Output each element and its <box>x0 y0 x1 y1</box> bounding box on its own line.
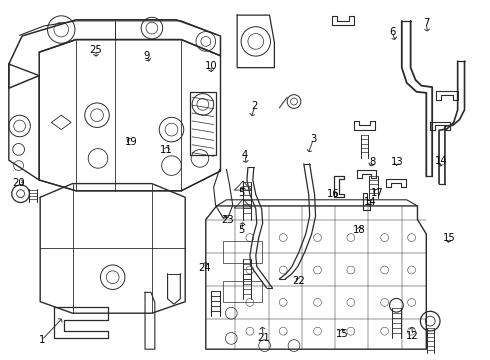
Text: 14: 14 <box>364 197 377 207</box>
Text: 4: 4 <box>242 150 248 160</box>
Text: 13: 13 <box>391 157 403 167</box>
Text: 16: 16 <box>327 189 340 199</box>
Text: 19: 19 <box>125 137 138 147</box>
Bar <box>223 281 262 302</box>
Text: 9: 9 <box>144 51 150 61</box>
Text: 1: 1 <box>38 335 45 345</box>
Text: 6: 6 <box>389 27 395 37</box>
Text: 25: 25 <box>90 45 102 55</box>
Text: 24: 24 <box>198 263 211 273</box>
Text: 11: 11 <box>160 145 173 156</box>
Text: 8: 8 <box>369 157 375 167</box>
Text: 15: 15 <box>336 329 348 339</box>
Text: 2: 2 <box>251 101 258 111</box>
Text: 5: 5 <box>238 188 245 198</box>
Text: 5: 5 <box>238 225 245 235</box>
Text: 12: 12 <box>406 330 419 341</box>
Text: 20: 20 <box>12 178 25 188</box>
Text: 3: 3 <box>311 134 317 144</box>
Text: 23: 23 <box>221 215 234 225</box>
Bar <box>223 241 262 263</box>
Text: 10: 10 <box>204 60 217 71</box>
Text: 21: 21 <box>257 333 270 343</box>
Text: 15: 15 <box>442 233 455 243</box>
Text: 18: 18 <box>353 225 366 235</box>
Text: 17: 17 <box>371 188 384 198</box>
Text: 22: 22 <box>293 276 305 286</box>
Text: 7: 7 <box>423 18 430 28</box>
Text: 14: 14 <box>435 156 447 166</box>
